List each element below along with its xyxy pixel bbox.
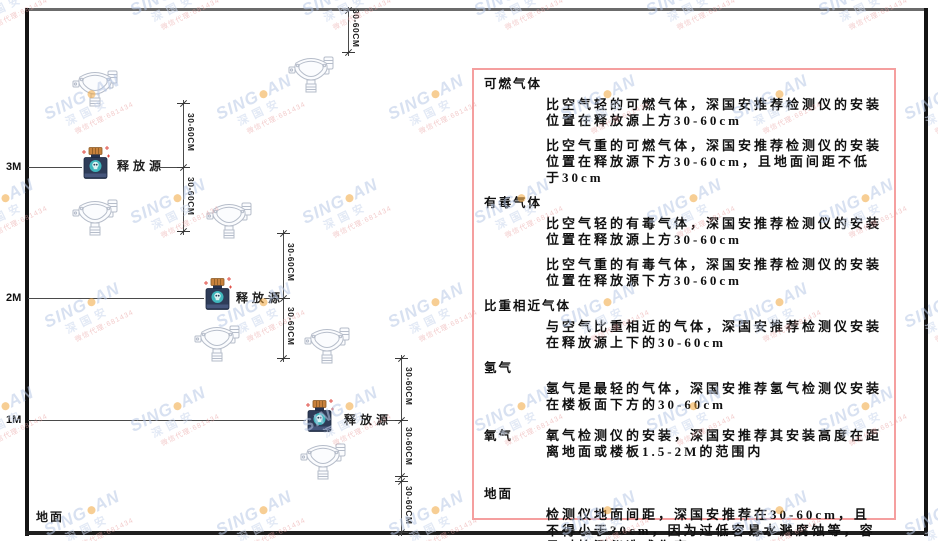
gas-detector-icon [206, 200, 252, 240]
section-heading: 氧气 [484, 429, 514, 443]
section-similar-density-gas: 比重相近气体 与空气比重相近的气体，深国安推荐检测仪安装在释放源上下的30-60… [484, 298, 882, 351]
section-paragraph: 氧气检测仪的安装，深国安推荐其安装高度在距离地面或楼板1.5-2M的范围内 [546, 428, 883, 459]
section-hydrogen: 氢气 氢气是最轻的气体，深国安推荐氢气检测仪安装在楼板面下方的30-60cm [484, 360, 882, 413]
gas-detector-icon [72, 68, 118, 108]
dim-label: 30-60CM [286, 243, 296, 282]
floor-line [25, 531, 928, 535]
dim-tick [177, 231, 190, 232]
gas-detector-icon [304, 325, 350, 365]
section-paragraph: 比空气重的可燃气体，深国安推荐检测仪的安装位置在释放源下方30-60cm，且地面… [546, 138, 883, 185]
height-line-1m [28, 420, 306, 421]
dim-label: 30-60CM [186, 113, 196, 152]
dim-tick [277, 358, 290, 359]
gas-detector-icon [72, 197, 118, 237]
gas-detector-icon [194, 323, 240, 363]
dim-tick [342, 10, 355, 11]
watermark-dot-icon [0, 401, 11, 412]
watermark-dot-icon [343, 193, 355, 204]
height-line-2m [28, 298, 204, 299]
dim-label: 30-60CM [286, 307, 296, 346]
dim-tick [395, 420, 408, 421]
height-marker-2m: 2M [6, 292, 22, 304]
leader-3m [160, 167, 190, 168]
height-marker-3m: 3M [6, 161, 22, 173]
ground-label: 地面 [36, 510, 65, 524]
dim-tick [342, 52, 355, 53]
section-paragraph: 氢气是最轻的气体，深国安推荐氢气检测仪安装在楼板面下方的30-60cm [546, 381, 883, 412]
section-toxic-gas: 有毒气体 比空气轻的有毒气体，深国安推荐检测仪的安装位置在释放源上方30-60c… [484, 195, 882, 289]
ceiling-line [27, 8, 927, 11]
watermark-dot-icon [171, 193, 183, 204]
dim-label: 30-60CM [351, 9, 361, 48]
release-source-label: 释放源 [344, 413, 393, 427]
watermark-dot-icon [429, 297, 441, 308]
section-flammable-gas: 可燃气体 比空气轻的可燃气体，深国安推荐检测仪的安装位置在释放源上方30-60c… [484, 76, 882, 186]
dim-tick [277, 298, 290, 299]
release-source-icon-2m [202, 277, 232, 313]
watermark-dot-icon [171, 401, 183, 412]
dim-line [401, 355, 402, 536]
release-source-label: 释放源 [117, 159, 166, 173]
section-heading: 可燃气体 [484, 77, 543, 91]
dim-label: 30-60CM [404, 427, 414, 466]
section-oxygen: 氧气 氧气检测仪的安装，深国安推荐其安装高度在距离地面或楼板1.5-2M的范围内 [484, 423, 882, 469]
watermark-dot-icon [257, 505, 269, 516]
section-heading: 氢气 [484, 361, 514, 375]
section-heading: 地面 [484, 487, 514, 501]
dim-line [348, 7, 349, 56]
section-paragraph: 与空气比重相近的气体，深国安推荐检测仪安装在释放源上下的30-60cm [546, 319, 883, 350]
height-line-3m [28, 167, 82, 168]
section-heading: 比重相近气体 [484, 299, 572, 313]
right-wall-line [924, 8, 928, 536]
watermark-dot-icon [0, 193, 11, 204]
section-paragraph: 比空气重的有毒气体，深国安推荐检测仪的安装位置在释放源下方30-60cm [546, 257, 883, 288]
left-wall-line [25, 8, 29, 536]
gas-detector-icon [288, 54, 334, 94]
section-heading: 有毒气体 [484, 196, 543, 210]
section-ground: 地面 检测仪地面间距，深国安推荐在30-60cm，且不得小于30cm，因为过低容… [484, 486, 882, 541]
leader-2m [264, 298, 283, 299]
watermark-dot-icon [257, 89, 269, 100]
guidelines-panel: 可燃气体 比空气轻的可燃气体，深国安推荐检测仪的安装位置在释放源上方30-60c… [472, 68, 896, 541]
gas-detector-icon [300, 441, 346, 481]
release-source-icon-1m [304, 399, 334, 435]
watermark-dot-icon [429, 505, 441, 516]
section-paragraph: 比空气轻的有毒气体，深国安推荐检测仪的安装位置在释放源上方30-60cm [546, 216, 883, 247]
leader-1m [382, 420, 401, 421]
dim-tick [177, 167, 190, 168]
dim-label: 30-60CM [186, 177, 196, 216]
dim-tick [277, 233, 290, 234]
section-paragraph: 检测仪地面间距，深国安推荐在30-60cm，且不得小于30cm，因为过低容易水溅… [546, 507, 876, 541]
watermark-dot-icon [429, 89, 441, 100]
dim-tick [395, 358, 408, 359]
dim-tick [395, 532, 408, 533]
dim-tick [395, 476, 408, 477]
section-paragraph: 比空气轻的可燃气体，深国安推荐检测仪的安装位置在释放源上方30-60cm [546, 97, 883, 128]
watermark-dot-icon [85, 505, 97, 516]
height-marker-1m: 1M [6, 414, 22, 426]
dim-tick [177, 103, 190, 104]
dim-label: 30-60CM [404, 367, 414, 406]
release-source-label: 释放源 [236, 291, 285, 305]
dim-tick [395, 481, 408, 482]
dim-label: 30-60CM [404, 486, 414, 525]
release-source-icon-3m [80, 146, 110, 182]
